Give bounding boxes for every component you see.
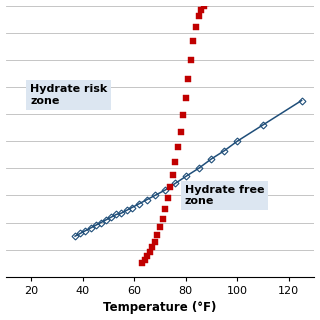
- Text: Hydrate free
zone: Hydrate free zone: [185, 185, 264, 206]
- Text: Hydrate risk
zone: Hydrate risk zone: [30, 84, 108, 106]
- X-axis label: Temperature (°F): Temperature (°F): [103, 301, 217, 315]
